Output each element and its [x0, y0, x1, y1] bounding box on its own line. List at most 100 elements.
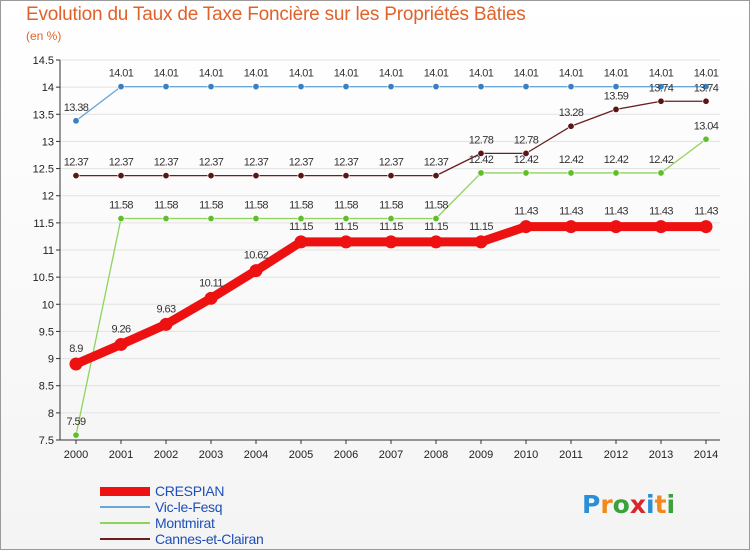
- y-tick-label: 12.5: [33, 164, 54, 176]
- data-point: [252, 172, 260, 180]
- data-label: 14.01: [244, 68, 269, 80]
- data-point: [297, 215, 305, 223]
- data-point: [432, 172, 440, 180]
- y-tick-label: 11: [43, 245, 54, 257]
- data-label: 12.37: [64, 157, 89, 169]
- data-label: 11.15: [379, 221, 403, 233]
- data-point: [162, 215, 170, 223]
- data-point: [387, 83, 395, 91]
- chart-title: Evolution du Taux de Taxe Foncière sur l…: [26, 4, 526, 25]
- data-label: 14.01: [154, 68, 179, 80]
- proxiti-logo: Proxiti: [582, 490, 675, 519]
- data-point: [207, 83, 215, 91]
- data-point: [384, 235, 398, 249]
- legend-item-crespian: CRESPIAN: [100, 483, 400, 500]
- data-point: [342, 215, 350, 223]
- x-tick-label: 2014: [694, 449, 718, 461]
- x-tick-label: 2006: [334, 449, 358, 461]
- data-point: [339, 235, 353, 249]
- data-point: [657, 169, 665, 177]
- data-point: [519, 220, 533, 234]
- data-point: [342, 83, 350, 91]
- data-label: 11.58: [334, 200, 358, 212]
- data-point: [567, 83, 575, 91]
- data-label: 11.58: [424, 200, 448, 212]
- y-tick-label: 12: [42, 191, 54, 203]
- x-tick-label: 2002: [154, 449, 178, 461]
- data-label: 9.26: [111, 323, 130, 335]
- legend-label: Montmirat: [155, 515, 215, 531]
- data-point: [654, 220, 668, 234]
- data-label: 11.43: [604, 206, 628, 218]
- data-point: [117, 172, 125, 180]
- data-point: [702, 135, 710, 143]
- data-label: 14.01: [604, 68, 629, 80]
- data-point: [432, 83, 440, 91]
- x-tick-label: 2008: [424, 449, 448, 461]
- axes: 7.5 8 8.5 9 9.5 10 10.5 11 11.5 12 12.5 13 13.5 14 14.…: [33, 55, 720, 461]
- data-label: 12.37: [379, 157, 404, 169]
- legend: CRESPIAN Vic-le-Fesq Montmirat Cannes-et…: [100, 483, 400, 548]
- data-label: 13.04: [694, 120, 719, 132]
- data-point: [477, 149, 485, 157]
- data-label: 8.9: [69, 343, 83, 355]
- data-label: 12.37: [334, 157, 359, 169]
- data-point: [567, 122, 575, 130]
- y-tick-label: 13.5: [33, 109, 54, 121]
- logo-letter: P: [582, 490, 601, 519]
- data-point: [294, 235, 308, 249]
- data-label: 12.42: [559, 154, 584, 166]
- data-point: [474, 235, 488, 249]
- data-label: 12.37: [109, 157, 134, 169]
- data-label: 13.38: [64, 102, 89, 114]
- legend-item-vic-le-fesq: Vic-le-Fesq: [100, 499, 400, 516]
- data-label: 14.01: [559, 68, 584, 80]
- x-tick-label: 2007: [379, 449, 403, 461]
- data-label: 11.15: [334, 221, 358, 233]
- grid-lines: [60, 59, 720, 441]
- data-point: [702, 97, 710, 105]
- data-point: [522, 149, 530, 157]
- legend-swatch: [100, 506, 150, 508]
- data-point: [72, 172, 80, 180]
- data-label: 11.58: [244, 200, 268, 212]
- data-label: 11.43: [649, 206, 673, 218]
- data-point: [477, 83, 485, 91]
- data-point: [249, 264, 263, 278]
- data-point: [72, 431, 80, 439]
- logo-letter: t: [654, 490, 667, 519]
- data-point: [159, 317, 173, 331]
- data-label: 14.01: [109, 68, 134, 80]
- x-tick-label: 2013: [649, 449, 673, 461]
- x-tick-label: 2004: [244, 449, 268, 461]
- data-point: [657, 97, 665, 105]
- data-label: 14.01: [424, 68, 449, 80]
- x-tick-label: 2005: [289, 449, 313, 461]
- data-point: [609, 220, 623, 234]
- series-line-montmirat: [75, 138, 707, 436]
- data-label: 11.58: [199, 200, 223, 212]
- data-point: [699, 220, 713, 234]
- y-tick-label: 14.5: [33, 55, 54, 67]
- y-tick-label: 7.5: [39, 435, 54, 447]
- data-label: 14.01: [199, 68, 224, 80]
- data-point: [162, 172, 170, 180]
- x-tick-label: 2001: [109, 449, 133, 461]
- data-label: 7.59: [66, 416, 85, 428]
- data-label: 11.58: [379, 200, 403, 212]
- logo-letter: i: [666, 490, 676, 519]
- data-label: 12.42: [469, 154, 494, 166]
- data-label: 11.43: [694, 206, 718, 218]
- data-label: 11.15: [424, 221, 448, 233]
- data-label: 11.58: [289, 200, 313, 212]
- data-point: [612, 83, 620, 91]
- logo-letter: r: [600, 490, 613, 519]
- data-label: 13.74: [694, 82, 719, 94]
- data-label: 12.37: [199, 157, 224, 169]
- y-tick-label: 8.5: [39, 381, 54, 393]
- data-point: [387, 215, 395, 223]
- data-label: 13.59: [604, 90, 629, 102]
- data-point: [342, 172, 350, 180]
